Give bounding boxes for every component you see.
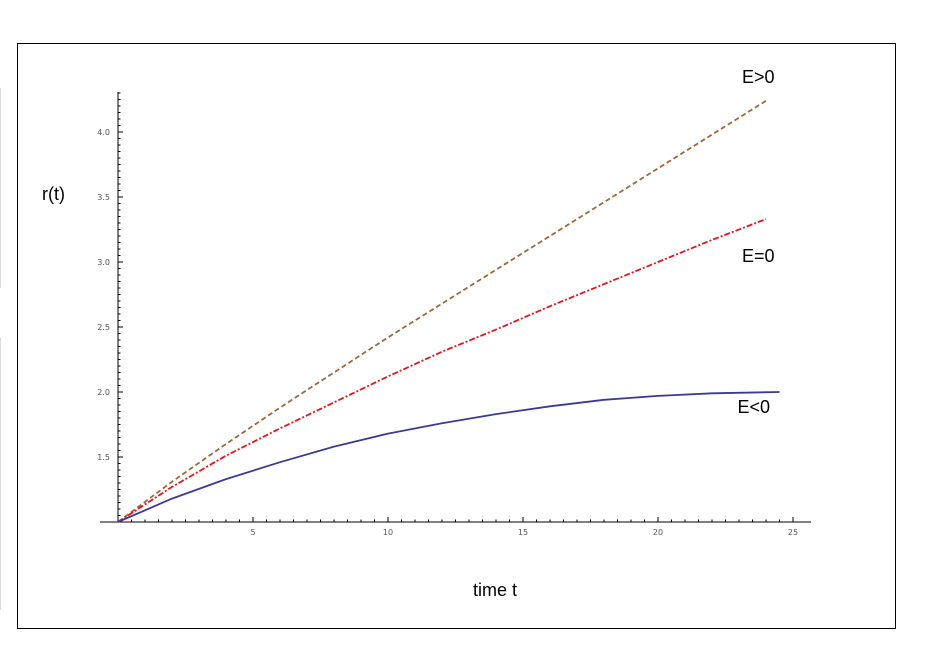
series-label-1: E=0 [742, 246, 775, 266]
x-tick-label: 5 [250, 528, 255, 537]
x-tick-label: 15 [518, 528, 528, 537]
x-tick-label: 10 [383, 528, 393, 537]
series-layer [117, 100, 780, 523]
x-tick-label: 20 [653, 528, 663, 537]
x-tick-label: 25 [788, 528, 798, 537]
chart-frame: 5 10 15 20 25 1.5 2.0 2.5 3.0 3.5 4.0 E>0 E=0 E<0 r(… [17, 43, 896, 629]
y-tick-label: 3.5 [97, 193, 110, 202]
x-axis-title: time t [473, 580, 517, 600]
y-tick-label: 2.0 [97, 388, 110, 397]
series-line-0 [117, 100, 767, 523]
series-line-1 [117, 218, 767, 523]
y-tick-label: 2.5 [97, 323, 110, 332]
left-edge-mark-upper [0, 88, 1, 288]
labels-layer: E>0 E=0 E<0 [738, 67, 775, 417]
line-chart: 5 10 15 20 25 1.5 2.0 2.5 3.0 3.5 4.0 E>0 E=0 E<0 r(… [42, 67, 811, 600]
series-line-2 [117, 391, 780, 523]
y-tick-label: 3.0 [97, 258, 110, 267]
y-tick-label: 1.5 [97, 453, 110, 462]
series-label-0: E>0 [742, 67, 775, 87]
y-tick-label: 4.0 [97, 128, 110, 137]
series-label-2: E<0 [738, 397, 771, 417]
y-axis-title: r(t) [42, 184, 65, 204]
axes: 5 10 15 20 25 1.5 2.0 2.5 3.0 3.5 4.0 [97, 92, 811, 537]
left-edge-mark-lower [0, 338, 1, 610]
